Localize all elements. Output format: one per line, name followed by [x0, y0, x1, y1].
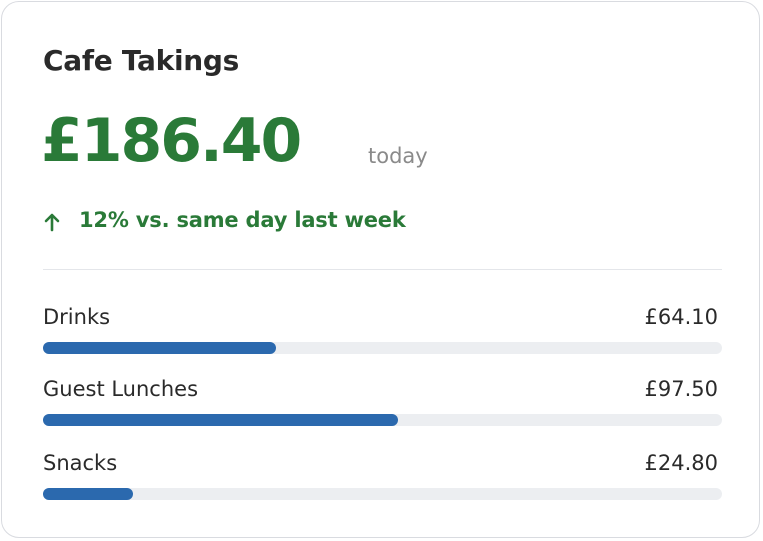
bar-track — [43, 488, 722, 500]
period-label: today — [368, 144, 428, 168]
item-amount: £24.80 — [644, 451, 718, 475]
item-name: Drinks — [43, 305, 111, 329]
item-amount: £64.10 — [644, 305, 718, 329]
item-name: Snacks — [43, 451, 118, 475]
item-amount: £97.50 — [644, 377, 718, 401]
change-text: 12% vs. same day last week — [79, 208, 406, 232]
bar-track — [43, 342, 722, 354]
up-arrow-icon — [44, 213, 60, 232]
divider — [43, 269, 722, 270]
bar — [43, 342, 277, 354]
item-name: Guest Lunches — [43, 377, 199, 401]
card-title: Cafe Takings — [43, 44, 240, 77]
total-amount: £186.40 — [41, 106, 302, 176]
bar — [43, 414, 399, 426]
bar — [43, 488, 134, 500]
bar-track — [43, 414, 722, 426]
